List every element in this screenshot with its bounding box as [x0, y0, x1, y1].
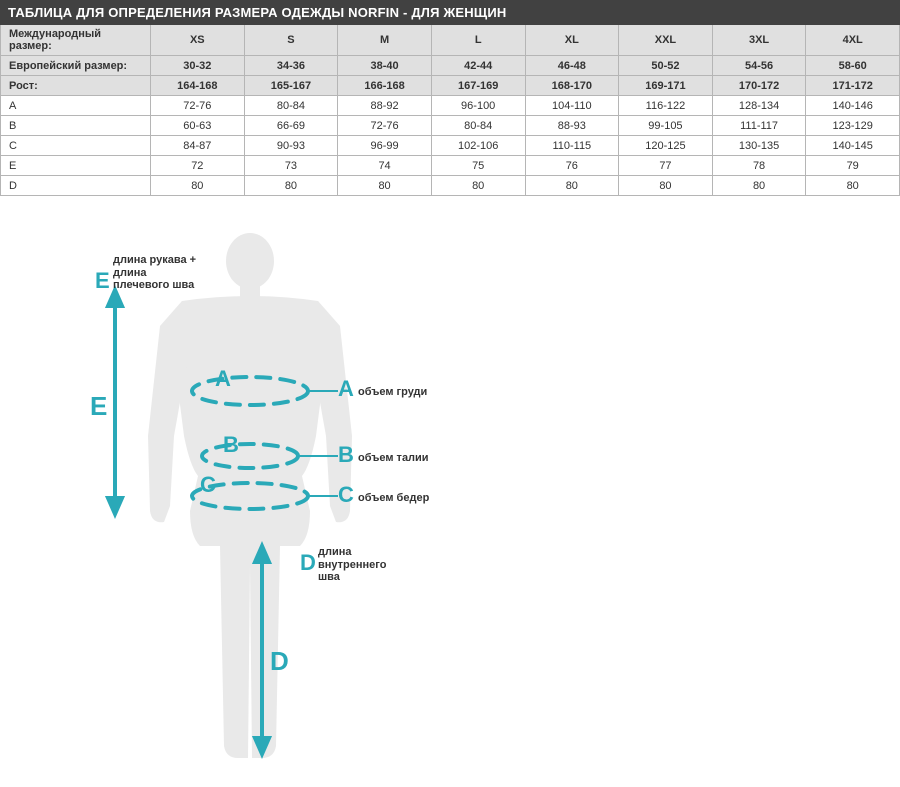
hdr-label: Международный размер: [1, 25, 151, 56]
label-b: объем талии [358, 452, 429, 465]
label-d: длинавнутреннегошва [318, 546, 386, 584]
row-label: D [1, 176, 151, 196]
row-a: A 72-76 80-84 88-92 96-100 104-110 116-1… [1, 96, 900, 116]
hdr-3xl: 3XL [712, 25, 806, 56]
letter-d-side: D [270, 646, 289, 677]
letter-a-right: A [338, 376, 354, 402]
size-table: Международный размер: XS S M L XL XXL 3X… [0, 25, 900, 196]
row-b: B 60-63 66-69 72-76 80-84 88-93 99-105 1… [1, 116, 900, 136]
row-d: D 80 80 80 80 80 80 80 80 [1, 176, 900, 196]
label-e: длина рукава +длинаплечевого шва [113, 254, 196, 292]
hdr-xl: XL [525, 25, 619, 56]
row-label: Рост: [1, 76, 151, 96]
table-title: ТАБЛИЦА ДЛЯ ОПРЕДЕЛЕНИЯ РАЗМЕРА ОДЕЖДЫ N… [0, 0, 900, 25]
row-label: B [1, 116, 151, 136]
row-euro: Европейский размер: 30-32 34-36 38-40 42… [1, 56, 900, 76]
letter-c-left: C [200, 472, 216, 498]
letter-a-left: A [215, 366, 231, 392]
letter-e-top: E [95, 268, 110, 294]
hdr-l: L [431, 25, 525, 56]
row-label: Европейский размер: [1, 56, 151, 76]
row-height: Рост: 164-168 165-167 166-168 167-169 16… [1, 76, 900, 96]
row-c: C 84-87 90-93 96-99 102-106 110-115 120-… [1, 136, 900, 156]
label-c: объем бедер [358, 492, 429, 505]
hdr-xxl: XXL [619, 25, 713, 56]
letter-d-label: D [300, 550, 316, 576]
hdr-s: S [244, 25, 338, 56]
row-label: C [1, 136, 151, 156]
header-row: Международный размер: XS S M L XL XXL 3X… [1, 25, 900, 56]
hdr-xs: XS [151, 25, 245, 56]
hdr-4xl: 4XL [806, 25, 900, 56]
row-label: E [1, 156, 151, 176]
letter-b-right: B [338, 442, 354, 468]
row-label: A [1, 96, 151, 116]
letter-e-side: E [90, 391, 107, 422]
hdr-m: M [338, 25, 432, 56]
letter-b-left: B [223, 432, 239, 458]
row-e: E 72 73 74 75 76 77 78 79 [1, 156, 900, 176]
measurement-diagram: E длина рукава +длинаплечевого шва E A A… [0, 206, 900, 776]
letter-c-right: C [338, 482, 354, 508]
label-a: объем груди [358, 386, 427, 399]
